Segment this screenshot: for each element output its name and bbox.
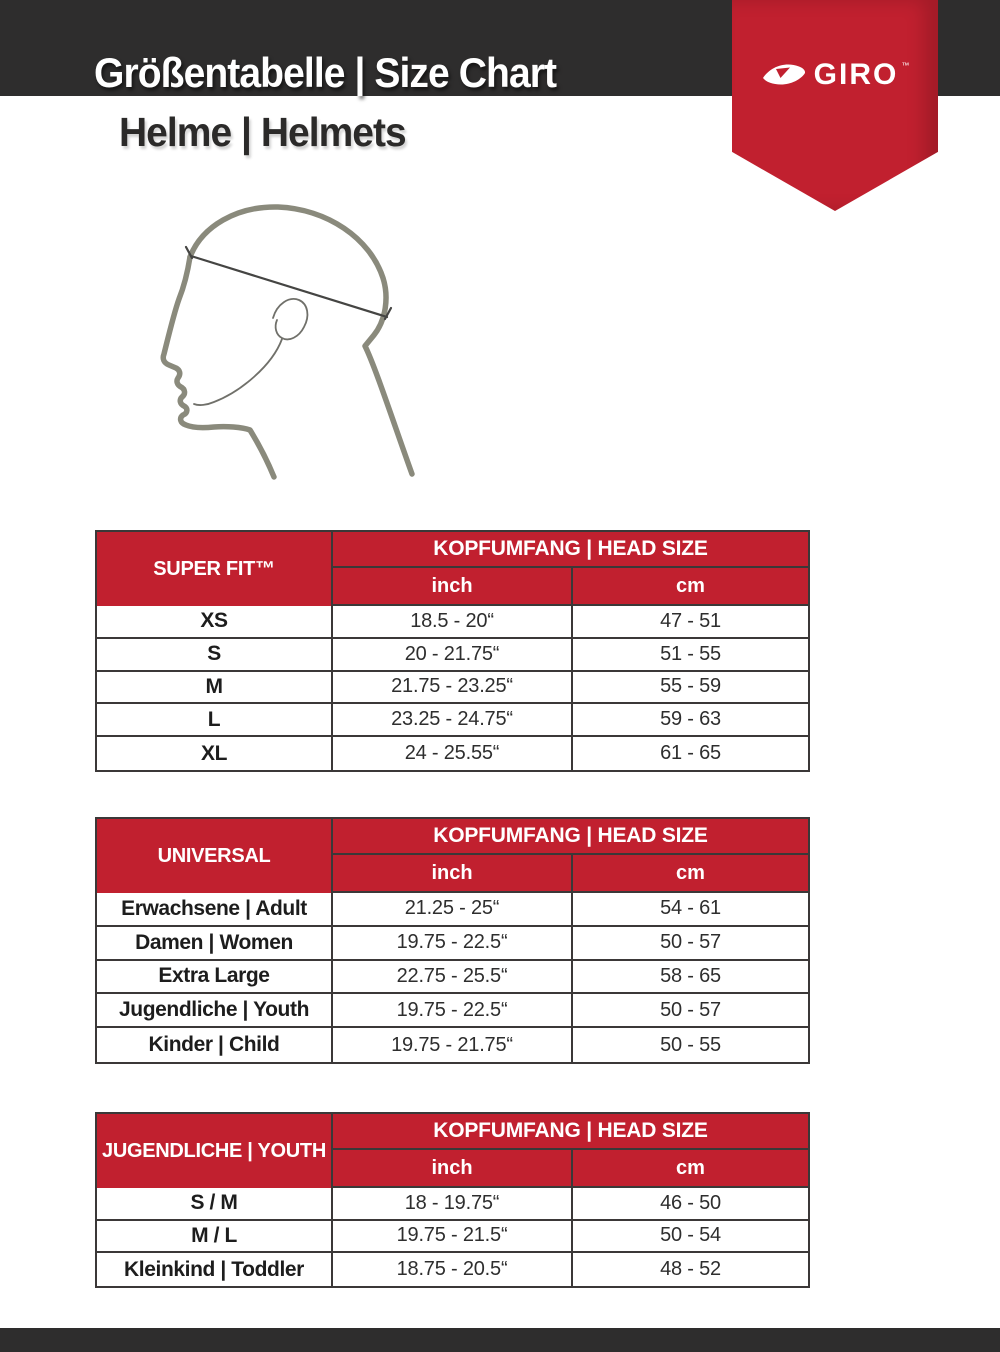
inch-value-cell: 21.75 - 23.25“ — [333, 671, 573, 705]
size-label-cell: Kleinkind | Toddler — [97, 1253, 333, 1286]
cm-value-cell: 58 - 65 — [573, 961, 808, 995]
inch-value-cell: 21.25 - 25“ — [333, 893, 573, 927]
head-size-header-cell: KOPFUMFANG | HEAD SIZE — [333, 532, 808, 568]
head-profile-figure — [160, 204, 415, 480]
measure-line — [184, 245, 393, 321]
cm-value-cell: 50 - 54 — [573, 1221, 808, 1254]
size-label-cell: XS — [97, 606, 333, 639]
inch-column-header: inch — [333, 855, 573, 893]
cm-value-cell: 48 - 52 — [660, 1258, 721, 1281]
inch-value-cell: 18.75 - 20.5“ — [333, 1253, 573, 1286]
size-label-cell: M / L — [97, 1220, 333, 1254]
cm-value-cell: 55 - 59 — [573, 672, 808, 705]
giro-eye-icon — [762, 64, 805, 85]
size-table-universal: UNIVERSAL KOPFUMFANG | HEAD SIZE inch cm… — [95, 817, 810, 1064]
size-table-youth: JUGENDLICHE | YOUTH KOPFUMFANG | HEAD SI… — [95, 1112, 810, 1288]
cm-column-header: cm — [573, 568, 808, 606]
size-label-cell: XL — [97, 737, 333, 770]
inch-value-cell: 19.75 - 22.5“ — [333, 994, 573, 1029]
trademark-symbol: ™ — [901, 61, 910, 70]
size-label-cell: Jugendliche | Youth — [97, 994, 333, 1029]
inch-column-header: inch — [333, 568, 573, 606]
size-label-cell: S — [97, 638, 333, 672]
inch-value-cell: 18.5 - 20“ — [333, 606, 573, 639]
inch-value-cell: 22.75 - 25.5“ — [333, 960, 573, 995]
cm-value-cell: 47 - 51 — [573, 606, 808, 639]
inch-value-cell: 19.75 - 21.5“ — [333, 1220, 573, 1254]
cm-value-cell: 54 - 61 — [573, 893, 808, 927]
head-size-header-cell: KOPFUMFANG | HEAD SIZE — [333, 819, 808, 855]
inch-value-cell: 24 - 25.55“ — [333, 737, 573, 770]
size-label-cell: L — [97, 704, 333, 738]
inch-value-cell: 19.75 - 22.5“ — [333, 926, 573, 961]
giro-wordmark: GIRO — [813, 58, 899, 91]
cm-value-cell: 50 - 57 — [573, 927, 808, 961]
brand-ribbon: GIRO ™ — [732, 0, 938, 211]
cm-value-cell: 61 - 65 — [660, 742, 721, 765]
cm-column-header: cm — [573, 1150, 808, 1188]
size-label-cell: Extra Large — [97, 960, 333, 995]
footer-bar — [0, 1328, 1000, 1352]
size-label-cell: Damen | Women — [97, 926, 333, 961]
inch-value-cell: 19.75 - 21.75“ — [333, 1028, 573, 1062]
cm-value-cell: 51 - 55 — [573, 639, 808, 672]
category-header-cell: SUPER FIT™ — [97, 532, 333, 606]
size-label-cell: S / M — [97, 1188, 333, 1221]
inch-value-cell: 20 - 21.75“ — [333, 638, 573, 672]
cm-value-cell: 46 - 50 — [573, 1188, 808, 1221]
cm-value-cell: 50 - 57 — [573, 994, 808, 1029]
size-label-cell: Kinder | Child — [97, 1028, 333, 1062]
page-title: Größentabelle | Size Chart — [94, 49, 557, 96]
inch-value-cell: 23.25 - 24.75“ — [333, 704, 573, 738]
category-header-cell: UNIVERSAL — [97, 819, 333, 893]
category-header-cell: JUGENDLICHE | YOUTH — [97, 1114, 333, 1188]
size-table-superfit: SUPER FIT™ KOPFUMFANG | HEAD SIZE inch c… — [95, 530, 810, 772]
page-subtitle: Helme | Helmets — [119, 109, 407, 155]
cm-column-header: cm — [573, 855, 808, 893]
head-size-header-cell: KOPFUMFANG | HEAD SIZE — [333, 1114, 808, 1150]
size-label-cell: Erwachsene | Adult — [97, 893, 333, 927]
cm-value-cell: 50 - 55 — [660, 1033, 721, 1056]
size-label-cell: M — [97, 671, 333, 705]
giro-logo: GIRO ™ — [732, 60, 938, 90]
cm-value-cell: 59 - 63 — [573, 704, 808, 738]
inch-column-header: inch — [333, 1150, 573, 1188]
inch-value-cell: 18 - 19.75“ — [333, 1188, 573, 1221]
